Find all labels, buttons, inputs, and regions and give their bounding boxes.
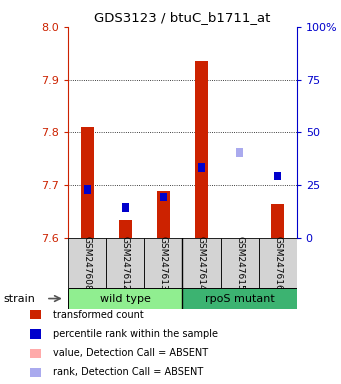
Text: percentile rank within the sample: percentile rank within the sample bbox=[53, 329, 218, 339]
Text: GSM247608: GSM247608 bbox=[83, 236, 92, 290]
Bar bbox=[144, 238, 182, 288]
Bar bbox=[274, 172, 281, 180]
Bar bbox=[182, 238, 221, 288]
Text: transformed count: transformed count bbox=[53, 310, 144, 320]
Bar bbox=[30, 349, 41, 358]
Bar bbox=[160, 193, 167, 201]
Text: GSM247616: GSM247616 bbox=[273, 236, 282, 290]
Text: rank, Detection Call = ABSENT: rank, Detection Call = ABSENT bbox=[53, 367, 203, 377]
Bar bbox=[236, 148, 243, 157]
Bar bbox=[119, 220, 132, 238]
Text: GSM247615: GSM247615 bbox=[235, 236, 244, 290]
Bar bbox=[157, 190, 170, 238]
Bar bbox=[84, 185, 91, 194]
Bar bbox=[271, 204, 284, 238]
Text: GSM247612: GSM247612 bbox=[121, 236, 130, 290]
Bar bbox=[30, 368, 41, 377]
Bar bbox=[195, 61, 208, 238]
Bar bbox=[182, 288, 297, 309]
Bar bbox=[30, 329, 41, 339]
Bar bbox=[221, 238, 258, 288]
Bar bbox=[68, 238, 106, 288]
Bar bbox=[30, 310, 41, 319]
Text: strain: strain bbox=[3, 293, 35, 304]
Text: rpoS mutant: rpoS mutant bbox=[205, 293, 275, 304]
Bar bbox=[80, 127, 94, 238]
Bar bbox=[258, 238, 297, 288]
Title: GDS3123 / btuC_b1711_at: GDS3123 / btuC_b1711_at bbox=[94, 11, 271, 24]
Bar bbox=[106, 238, 144, 288]
Text: value, Detection Call = ABSENT: value, Detection Call = ABSENT bbox=[53, 348, 208, 358]
Bar bbox=[198, 163, 205, 172]
Text: GSM247613: GSM247613 bbox=[159, 236, 168, 290]
Bar bbox=[122, 203, 129, 212]
Text: GSM247614: GSM247614 bbox=[197, 236, 206, 290]
Bar bbox=[68, 288, 182, 309]
Text: wild type: wild type bbox=[100, 293, 151, 304]
